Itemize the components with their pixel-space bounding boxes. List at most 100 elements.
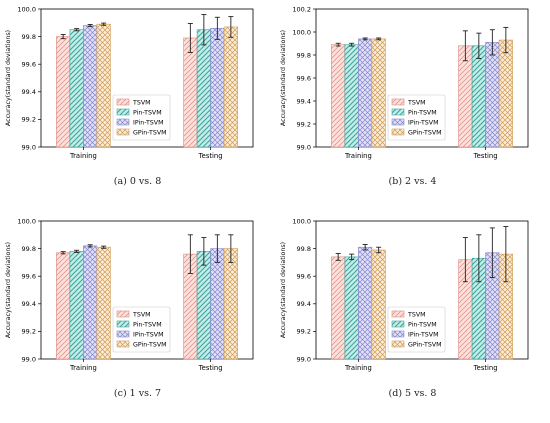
error-bar [476,234,482,283]
y-axis-label: Accuracy(standard deviations) [5,242,12,338]
y-tick-label: 99.0 [22,143,36,151]
error-bar [101,245,107,249]
bar-testing-pin-tsvm [196,29,211,148]
bar-testing-pin-tsvm [196,251,211,360]
legend-label: GPin-TSVM [408,129,442,136]
error-bar [228,234,234,263]
error-bar [476,32,482,59]
bar-training-tsvm [331,256,346,360]
y-tick-label: 99.6 [22,273,36,281]
bar-training-pin-tsvm [69,251,84,360]
legend-swatch [116,330,130,338]
x-tick-label: Testing [473,364,498,372]
bar-training-ipin-tsvm [83,245,98,360]
x-tick-label: Training [69,152,97,160]
legend: TSVM Pin-TSVM IPin-TSVM GPin-TSVM [387,94,446,141]
error-bar [349,42,355,47]
bar-training-tsvm [331,44,346,148]
error-bar [87,24,93,28]
chart-svg-c: 99.0 99.2 99.4 99.6 99.8 100.0 Accuracy(standa… [5,217,254,372]
error-bar [362,37,368,41]
legend-label: TSVM [132,311,151,318]
legend-swatch [116,310,130,318]
bar-training-ipin-tsvm [83,25,98,148]
error-bar [503,226,509,283]
error-bar [362,244,368,251]
legend-swatch [116,98,130,106]
x-tick-label: Testing [473,152,498,160]
y-tick-label: 100.0 [17,217,36,225]
chart-panel-d: 99.0 99.2 99.4 99.6 99.8 100.0 Accuracy(standa… [275,212,550,423]
error-bar [462,30,468,62]
error-bar [214,16,220,40]
legend: TSVM Pin-TSVM IPin-TSVM GPin-TSVM [112,94,171,141]
chart-panel-a: 99.0 99.2 99.4 99.6 99.8 100.0 Accuracy(standa… [0,0,275,211]
error-bar [74,28,80,32]
error-bar [376,246,382,254]
y-tick-label: 99.4 [297,97,311,105]
error-bar [60,34,66,40]
chart-caption-d: (d) 5 vs. 8 [388,388,437,399]
y-tick-label: 99.8 [22,33,36,41]
bar-training-gpin-tsvm [96,246,111,360]
bar-training-pin-tsvm [69,29,84,148]
legend-swatch [116,128,130,136]
chart-caption-a: (a) 0 vs. 8 [113,176,162,187]
legend: TSVM Pin-TSVM IPin-TSVM GPin-TSVM [112,306,171,353]
legend-swatch [116,340,130,348]
chart-panel-b: 99.0 99.2 99.4 99.6 99.8 100.0 100.2 Accuracy(s… [275,0,550,211]
y-tick-label: 99.0 [297,143,311,151]
plot-frame [315,220,529,360]
legend-swatch [391,330,405,338]
chart-svg-d: 99.0 99.2 99.4 99.6 99.8 100.0 Accuracy(standa… [280,217,529,372]
error-bar [376,37,382,41]
legend-swatch [391,98,405,106]
error-bar [101,22,107,26]
error-bar [489,29,495,56]
error-bar [201,14,207,46]
y-tick-label: 100.0 [292,217,311,225]
error-bar [335,252,341,261]
legend-swatch [116,108,130,116]
legend-swatch [391,320,405,328]
error-bar [60,251,66,255]
y-tick-label: 99.6 [297,273,311,281]
legend-swatch [391,310,405,318]
y-axis-label: Accuracy(standard deviations) [5,30,12,126]
bar-testing-gpin-tsvm [498,39,513,148]
chart-caption-c: (c) 1 vs. 7 [113,388,162,399]
error-bar [187,23,193,53]
bar-testing-gpin-tsvm [223,26,238,148]
y-tick-label: 99.8 [22,245,36,253]
bar-training-pin-tsvm [344,256,359,360]
error-bar [214,234,220,263]
error-bar [503,26,509,54]
bar-training-gpin-tsvm [371,38,386,148]
error-bar [349,253,355,261]
x-tick-label: Testing [198,364,223,372]
legend-swatch [391,118,405,126]
bar-training-ipin-tsvm [358,246,373,360]
y-tick-label: 100.0 [17,5,36,13]
chart-panel-c: 99.0 99.2 99.4 99.6 99.8 100.0 Accuracy(standa… [0,212,275,423]
legend-swatch [391,340,405,348]
legend: TSVM Pin-TSVM IPin-TSVM GPin-TSVM [387,306,446,353]
error-bar [74,249,80,253]
y-tick-label: 99.8 [297,51,311,59]
bar-training-tsvm [56,36,71,148]
legend-swatch [391,128,405,136]
x-tick-label: Training [69,364,97,372]
bar-training-gpin-tsvm [96,23,111,148]
plot-frame [40,8,254,148]
y-axis-label: Accuracy(standard deviations) [280,242,287,338]
error-bar [87,244,93,248]
bar-testing-gpin-tsvm [223,248,238,360]
legend-label: IPin-TSVM [408,119,439,126]
legend-label: Pin-TSVM [133,109,162,116]
chart-svg-a: 99.0 99.2 99.4 99.6 99.8 100.0 Accuracy(standa… [5,5,254,160]
legend-label: TSVM [132,99,151,106]
bar-testing-pin-tsvm [471,45,486,148]
bar-training-pin-tsvm [344,44,359,148]
y-tick-label: 99.8 [297,245,311,253]
y-tick-label: 99.2 [22,116,36,124]
